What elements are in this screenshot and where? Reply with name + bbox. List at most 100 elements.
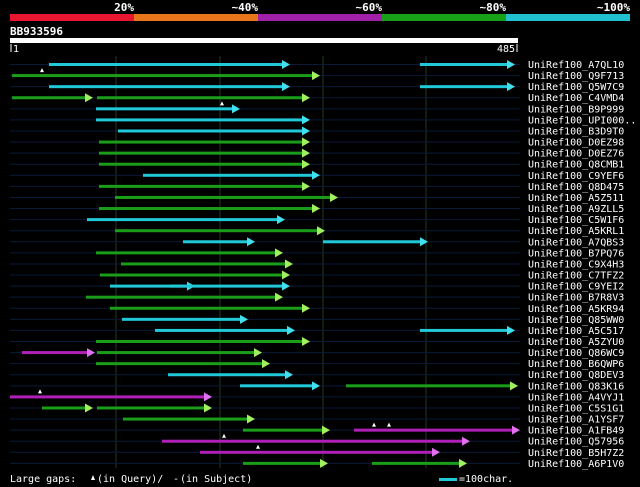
hit-segment[interactable] xyxy=(87,218,279,222)
hit-row[interactable]: UniRef100_B5H7Z2 xyxy=(10,444,624,459)
hit-segment[interactable] xyxy=(420,63,509,66)
hit-label[interactable]: UniRef100_Q8CMB1 xyxy=(528,160,624,171)
hit-segment[interactable] xyxy=(122,317,242,321)
hit-segment[interactable] xyxy=(99,151,304,155)
hit-segment[interactable] xyxy=(243,428,324,432)
hit-segment[interactable] xyxy=(121,262,287,266)
hit-label[interactable]: UniRef100_C9YEI2 xyxy=(528,282,624,293)
hit-label[interactable]: UniRef100_B9P999 xyxy=(528,104,624,115)
hit-segment[interactable] xyxy=(110,306,304,310)
hit-label[interactable]: UniRef100_UPI000.. xyxy=(528,115,636,126)
hit-segment[interactable] xyxy=(115,195,332,199)
hit-segment[interactable] xyxy=(97,406,206,410)
hit-row[interactable]: UniRef100_A1YSF7 xyxy=(10,414,624,426)
hit-segment[interactable] xyxy=(97,96,304,100)
hit-segment[interactable] xyxy=(96,362,264,366)
hit-segment[interactable] xyxy=(100,273,284,277)
hit-row[interactable]: UniRef100_Q9F713 xyxy=(10,68,624,82)
hit-row[interactable]: UniRef100_C5W1F6 xyxy=(10,215,624,226)
hit-label[interactable]: UniRef100_A9ZLL5 xyxy=(528,204,624,215)
hit-segment[interactable] xyxy=(123,417,249,421)
hit-row[interactable]: UniRef100_C9YEI2 xyxy=(10,281,624,293)
hit-row[interactable]: UniRef100_C9YEF6 xyxy=(10,170,624,182)
hit-segment[interactable] xyxy=(323,240,422,244)
hit-label[interactable]: UniRef100_D0EZ76 xyxy=(528,149,624,160)
hit-label[interactable]: UniRef100_A5ZYU0 xyxy=(528,337,624,348)
hit-segment[interactable] xyxy=(86,295,277,299)
hit-segment[interactable] xyxy=(12,96,87,100)
hit-segment[interactable] xyxy=(96,118,304,122)
hit-label[interactable]: UniRef100_A5Z511 xyxy=(528,193,624,204)
hit-row[interactable]: UniRef100_A5KR94 xyxy=(10,303,624,315)
hit-row[interactable]: UniRef100_C7TFZ2 xyxy=(10,270,624,282)
hit-segment[interactable] xyxy=(200,450,434,454)
hit-row[interactable]: UniRef100_A9ZLL5 xyxy=(10,204,624,215)
hit-segment[interactable] xyxy=(96,251,277,255)
hit-label[interactable]: UniRef100_A5KRL1 xyxy=(528,226,624,237)
hit-segment[interactable] xyxy=(243,461,322,465)
hit-row[interactable]: UniRef100_UPI000.. xyxy=(10,115,636,126)
hit-segment[interactable] xyxy=(99,140,304,144)
hit-label[interactable]: UniRef100_Q8D475 xyxy=(528,182,624,193)
hit-row[interactable]: UniRef100_A5C517 xyxy=(10,325,624,337)
hit-label[interactable]: UniRef100_A6P1V0 xyxy=(528,459,624,470)
hit-label[interactable]: UniRef100_C7TFZ2 xyxy=(528,271,624,282)
hit-segment[interactable] xyxy=(155,328,289,332)
hit-segment[interactable] xyxy=(143,173,314,177)
hit-segment[interactable] xyxy=(346,384,512,388)
hit-segment[interactable] xyxy=(49,63,284,66)
hit-label[interactable]: UniRef100_B7PQ76 xyxy=(528,248,624,259)
hit-label[interactable]: UniRef100_A4VYJ1 xyxy=(528,392,624,403)
hit-row[interactable]: UniRef100_D0EZ98 xyxy=(10,137,624,149)
hit-row[interactable]: UniRef100_D0EZ76 xyxy=(10,148,624,160)
hit-label[interactable]: UniRef100_C9YEF6 xyxy=(528,171,624,182)
hit-label[interactable]: UniRef100_A1FB49 xyxy=(528,426,624,437)
hit-row[interactable]: UniRef100_A4VYJ1 xyxy=(10,389,624,403)
hit-segment[interactable] xyxy=(110,284,189,288)
hit-row[interactable]: UniRef100_Q57956 xyxy=(10,433,624,448)
hit-label[interactable]: UniRef100_A1YSF7 xyxy=(528,415,624,426)
hit-segment[interactable] xyxy=(96,107,234,111)
hit-label[interactable]: UniRef100_A5C517 xyxy=(528,326,624,337)
hit-segment[interactable] xyxy=(372,461,461,465)
hit-label[interactable]: UniRef100_Q5W7C9 xyxy=(528,82,624,93)
hit-label[interactable]: UniRef100_A5KR94 xyxy=(528,304,624,315)
hit-row[interactable]: UniRef100_B7R8V3 xyxy=(10,292,624,304)
hit-label[interactable]: UniRef100_C5W1F6 xyxy=(528,215,624,226)
hit-row[interactable]: UniRef100_B7PQ76 xyxy=(10,248,624,259)
hit-label[interactable]: UniRef100_Q8DEV3 xyxy=(528,370,624,381)
hit-label[interactable]: UniRef100_B7R8V3 xyxy=(528,293,624,304)
hit-label[interactable]: UniRef100_Q86WC9 xyxy=(528,348,624,359)
hit-row[interactable]: UniRef100_Q85WW0 xyxy=(10,314,624,326)
hit-row[interactable]: UniRef100_C4VMD4 xyxy=(10,93,624,104)
hit-label[interactable]: UniRef100_A7QBS3 xyxy=(528,237,624,248)
hit-label[interactable]: UniRef100_B3D9T0 xyxy=(528,126,624,137)
hit-segment[interactable] xyxy=(354,428,514,432)
hit-row[interactable]: UniRef100_Q8DEV3 xyxy=(10,370,624,381)
hit-row[interactable]: UniRef100_Q86WC9 xyxy=(10,348,624,359)
hit-row[interactable]: UniRef100_Q83K16 xyxy=(10,381,624,392)
hit-label[interactable]: UniRef100_C5S1G1 xyxy=(528,403,624,414)
hit-row[interactable]: UniRef100_B3D9T0 xyxy=(10,126,624,137)
hit-label[interactable]: UniRef100_Q83K16 xyxy=(528,381,624,392)
hit-row[interactable]: UniRef100_A1FB49 xyxy=(10,422,624,437)
hit-row[interactable]: UniRef100_Q8D475 xyxy=(10,181,624,193)
hit-segment[interactable] xyxy=(10,395,206,399)
hit-segment[interactable] xyxy=(420,85,509,89)
hit-segment[interactable] xyxy=(97,351,256,355)
hit-segment[interactable] xyxy=(162,439,464,443)
hit-segment[interactable] xyxy=(99,184,304,188)
hit-segment[interactable] xyxy=(183,240,249,244)
hit-row[interactable]: UniRef100_A7QBS3 xyxy=(10,237,624,248)
hit-label[interactable]: UniRef100_Q9F713 xyxy=(528,71,624,82)
hit-segment[interactable] xyxy=(96,340,304,343)
hit-label[interactable]: UniRef100_B5H7Z2 xyxy=(528,448,624,459)
hit-label[interactable]: UniRef100_C4VMD4 xyxy=(528,93,624,104)
hit-segment[interactable] xyxy=(240,384,314,388)
hit-row[interactable]: UniRef100_B6QWP6 xyxy=(10,359,624,370)
hit-row[interactable]: UniRef100_Q5W7C9 xyxy=(10,82,624,93)
hit-segment[interactable] xyxy=(118,129,304,133)
hit-row[interactable]: UniRef100_C5S1G1 xyxy=(10,403,624,414)
hit-label[interactable]: UniRef100_Q85WW0 xyxy=(528,315,624,326)
hit-label[interactable]: UniRef100_A7QL10 xyxy=(528,60,624,71)
